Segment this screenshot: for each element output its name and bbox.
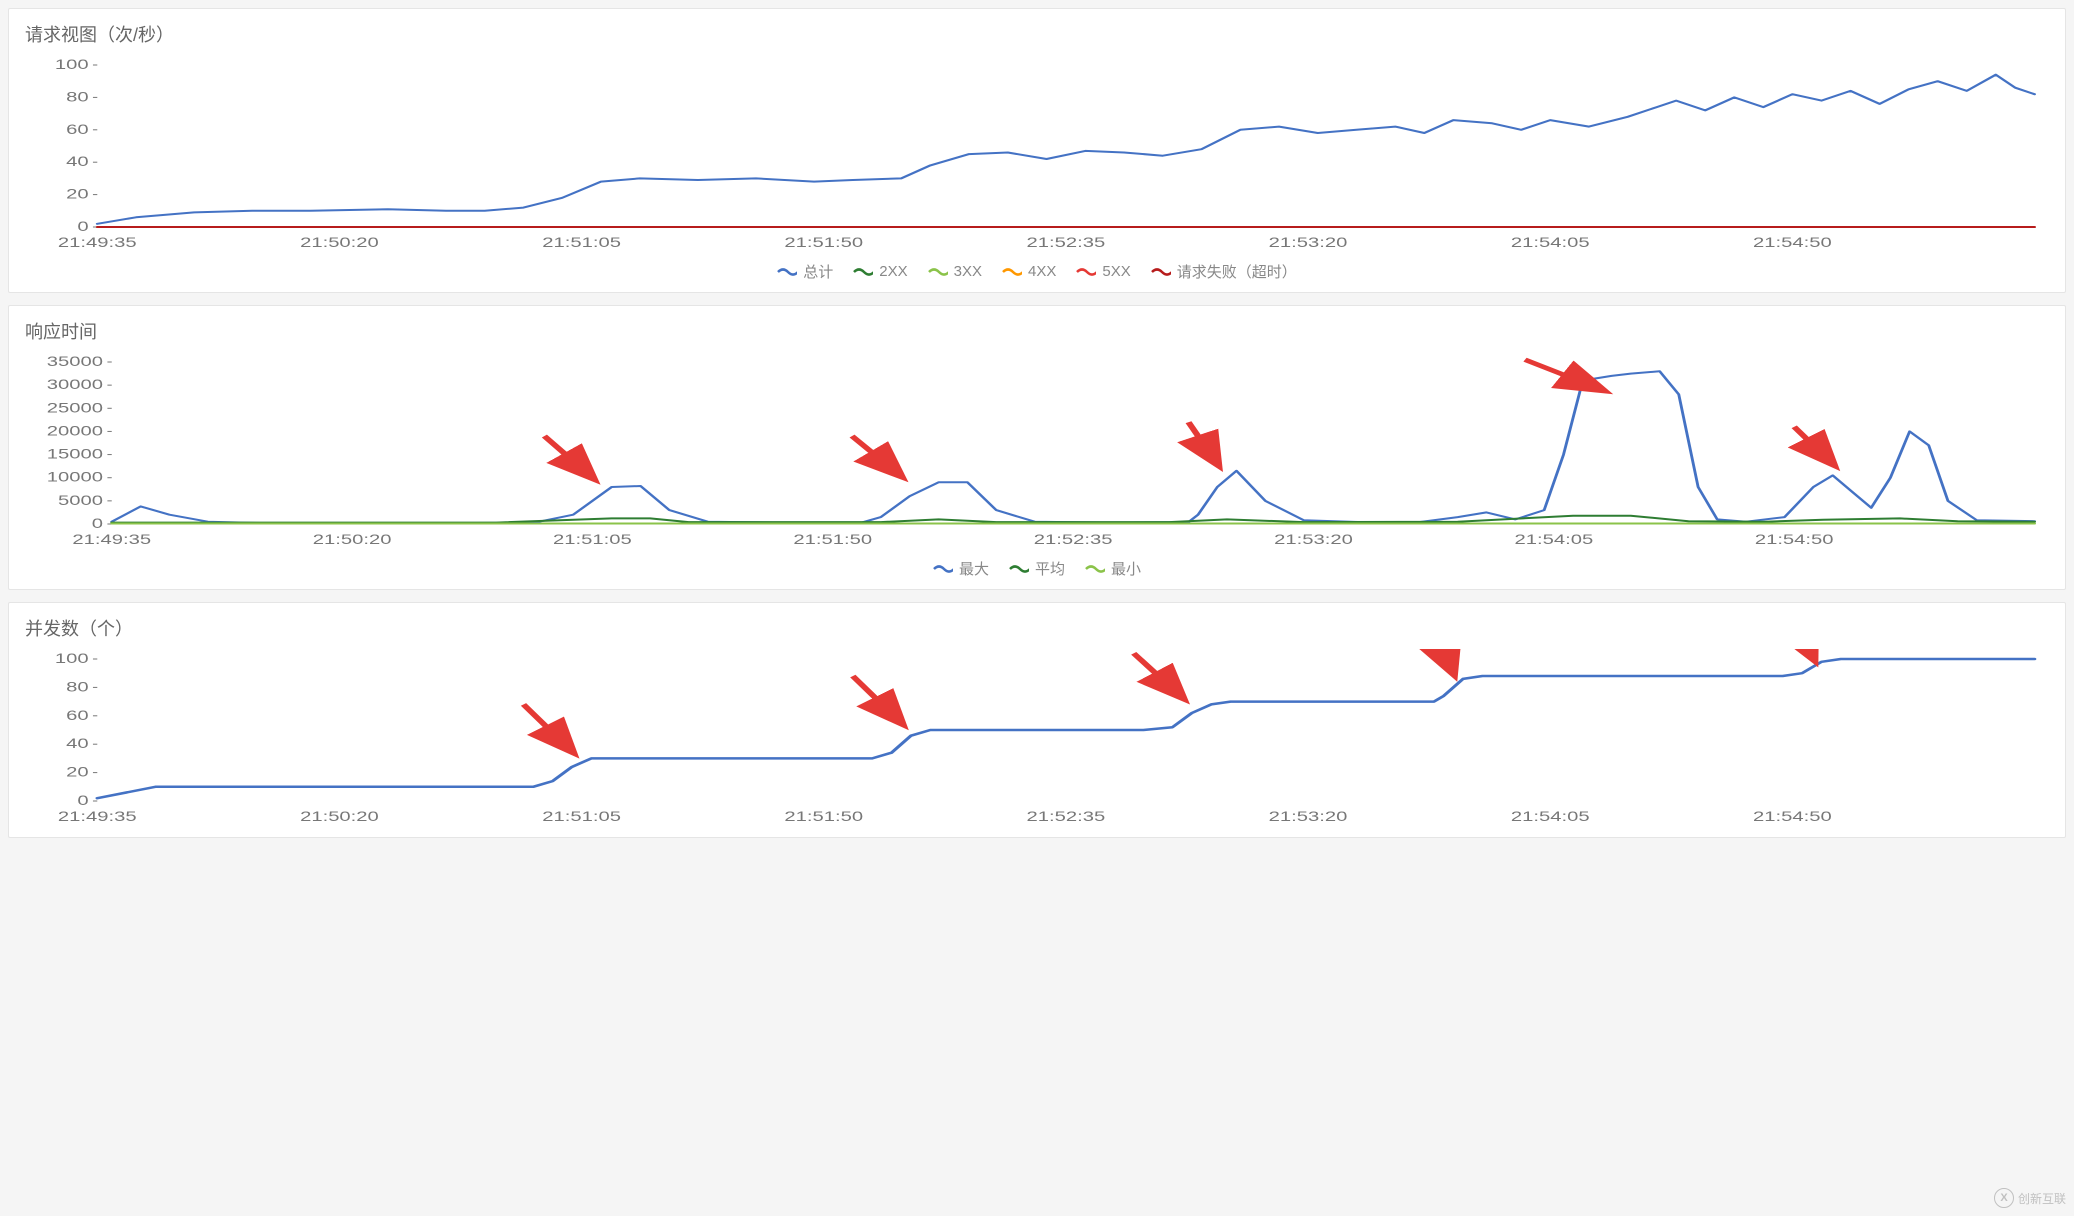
svg-text:21:53:20: 21:53:20 — [1269, 234, 1348, 250]
watermark: X 创新互联 — [1994, 1188, 2066, 1208]
legend-label: 请求失败（超时） — [1177, 261, 1297, 282]
concurrency-panel: 并发数（个） 0 20 40 60 80 100 21:49:35 21:50:20 21:51… — [8, 602, 2066, 838]
legend-item[interactable]: 3XX — [928, 263, 982, 280]
svg-text:21:54:05: 21:54:05 — [1511, 808, 1590, 824]
legend-label: 最大 — [959, 558, 989, 579]
svg-text:21:54:50: 21:54:50 — [1753, 234, 1832, 250]
svg-text:21:53:20: 21:53:20 — [1274, 531, 1353, 547]
svg-text:80: 80 — [66, 679, 88, 695]
legend-item[interactable]: 5XX — [1076, 263, 1130, 280]
svg-text:25000: 25000 — [47, 399, 103, 415]
svg-text:21:51:50: 21:51:50 — [793, 531, 872, 547]
svg-text:21:51:05: 21:51:05 — [542, 234, 621, 250]
svg-text:21:49:35: 21:49:35 — [58, 234, 137, 250]
svg-text:20: 20 — [66, 764, 88, 780]
svg-text:35000: 35000 — [47, 353, 103, 369]
legend-item[interactable]: 请求失败（超时） — [1151, 261, 1297, 282]
legend-item[interactable]: 4XX — [1002, 263, 1056, 280]
svg-text:21:53:20: 21:53:20 — [1269, 808, 1348, 824]
svg-text:21:51:05: 21:51:05 — [553, 531, 632, 547]
svg-text:60: 60 — [66, 121, 88, 137]
legend-label: 2XX — [879, 263, 907, 280]
svg-text:21:49:35: 21:49:35 — [58, 808, 137, 824]
response-time-panel: 响应时间 0 5000 10000 15000 20000 25000 30000 35000… — [8, 305, 2066, 590]
chart1-title: 请求视图（次/秒） — [25, 21, 2049, 47]
chart2-wrap: 0 5000 10000 15000 20000 25000 30000 35000 21:49… — [25, 352, 2049, 552]
chart2-legend: 最大 平均 最小 — [25, 552, 2049, 581]
svg-text:60: 60 — [66, 707, 88, 723]
svg-text:21:50:20: 21:50:20 — [313, 531, 392, 547]
legend-label: 平均 — [1035, 558, 1065, 579]
svg-text:100: 100 — [55, 56, 89, 72]
chart3-wrap: 0 20 40 60 80 100 21:49:35 21:50:20 21:51:05 21:5… — [25, 649, 2049, 829]
request-view-panel: 请求视图（次/秒） 0 20 40 60 80 100 21:49:35 21:50:20 21… — [8, 8, 2066, 293]
svg-text:21:49:35: 21:49:35 — [72, 531, 151, 547]
svg-text:10000: 10000 — [47, 469, 103, 485]
legend-item[interactable]: 最小 — [1085, 558, 1141, 579]
chart3-title: 并发数（个） — [25, 615, 2049, 641]
svg-text:0: 0 — [92, 515, 103, 531]
svg-text:21:52:35: 21:52:35 — [1034, 531, 1113, 547]
svg-text:0: 0 — [77, 792, 88, 808]
svg-text:20: 20 — [66, 186, 88, 202]
svg-text:40: 40 — [66, 153, 88, 169]
legend-item[interactable]: 最大 — [933, 558, 989, 579]
svg-text:100: 100 — [55, 650, 89, 666]
svg-text:0: 0 — [77, 218, 88, 234]
svg-text:21:52:35: 21:52:35 — [1027, 234, 1106, 250]
watermark-icon: X — [1994, 1188, 2014, 1208]
legend-label: 3XX — [954, 263, 982, 280]
chart2-title: 响应时间 — [25, 318, 2049, 344]
legend-item[interactable]: 2XX — [853, 263, 907, 280]
svg-text:21:54:50: 21:54:50 — [1753, 808, 1832, 824]
svg-text:40: 40 — [66, 735, 88, 751]
watermark-text: 创新互联 — [2018, 1190, 2066, 1207]
legend-label: 最小 — [1111, 558, 1141, 579]
svg-text:20000: 20000 — [47, 423, 103, 439]
legend-label: 5XX — [1102, 263, 1130, 280]
svg-text:21:52:35: 21:52:35 — [1027, 808, 1106, 824]
svg-text:30000: 30000 — [47, 376, 103, 392]
chart1-svg: 0 20 40 60 80 100 21:49:35 21:50:20 21:51:05 21:5… — [25, 55, 2049, 255]
chart3-svg: 0 20 40 60 80 100 21:49:35 21:50:20 21:51:05 21:5… — [25, 649, 2049, 829]
legend-label: 总计 — [803, 261, 833, 282]
svg-text:21:50:20: 21:50:20 — [300, 808, 379, 824]
svg-text:21:54:05: 21:54:05 — [1514, 531, 1593, 547]
svg-text:5000: 5000 — [58, 492, 103, 508]
legend-item[interactable]: 平均 — [1009, 558, 1065, 579]
chart1-legend: 总计 2XX 3XX 4XX 5XX 请求失败（超时） — [25, 255, 2049, 284]
svg-text:15000: 15000 — [47, 446, 103, 462]
svg-text:21:54:50: 21:54:50 — [1755, 531, 1834, 547]
legend-label: 4XX — [1028, 263, 1056, 280]
svg-text:21:51:50: 21:51:50 — [784, 234, 863, 250]
chart2-svg: 0 5000 10000 15000 20000 25000 30000 35000 21:49… — [25, 352, 2049, 552]
svg-text:21:51:50: 21:51:50 — [784, 808, 863, 824]
svg-text:21:50:20: 21:50:20 — [300, 234, 379, 250]
legend-item[interactable]: 总计 — [777, 261, 833, 282]
svg-text:21:54:05: 21:54:05 — [1511, 234, 1590, 250]
svg-text:21:51:05: 21:51:05 — [542, 808, 621, 824]
chart1-wrap: 0 20 40 60 80 100 21:49:35 21:50:20 21:51:05 21:5… — [25, 55, 2049, 255]
svg-text:80: 80 — [66, 89, 88, 105]
